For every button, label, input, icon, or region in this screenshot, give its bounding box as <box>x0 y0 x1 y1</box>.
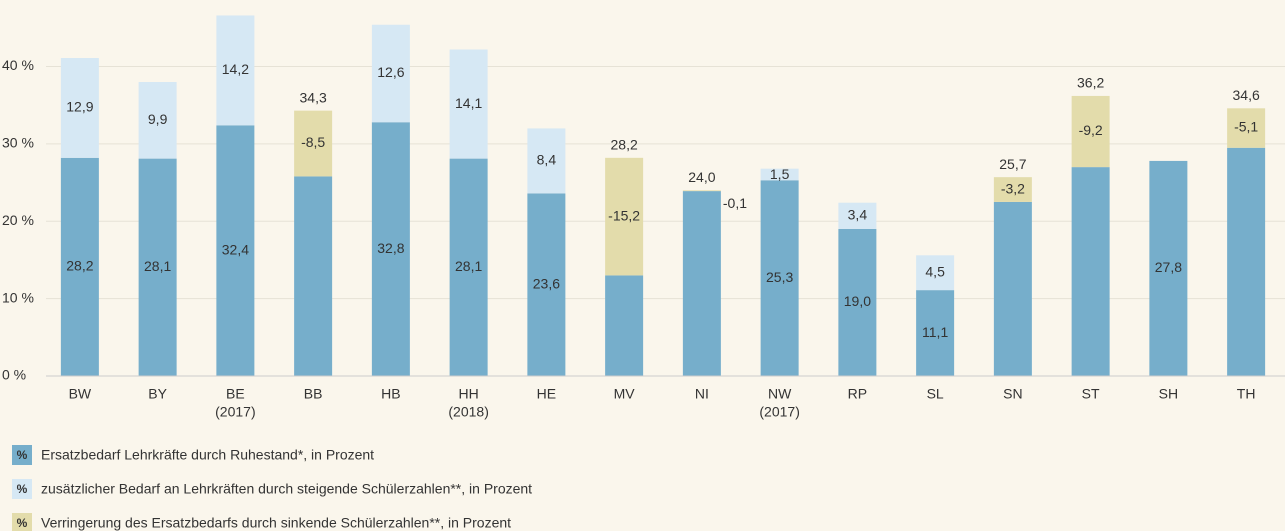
legend-symbol: % <box>17 448 28 462</box>
bar-segment <box>216 125 255 376</box>
bar-segment <box>60 58 99 158</box>
total-label: 25,7 <box>999 156 1026 172</box>
value-label: 32,8 <box>377 240 404 256</box>
bar-segment <box>1227 108 1266 148</box>
legend-swatch <box>12 513 32 531</box>
legend-label: Verringerung des Ersatzbedarfs durch sin… <box>41 515 511 531</box>
y-tick-label: 40 % <box>2 57 34 73</box>
value-label: 32,4 <box>222 241 249 257</box>
bar-segment <box>605 157 644 276</box>
value-label: -9,2 <box>1079 122 1103 138</box>
x-tick-note: (2017) <box>215 404 255 420</box>
y-tick-label: 30 % <box>2 135 34 151</box>
value-label: 23,6 <box>533 275 560 291</box>
x-tick-label: BE <box>226 386 245 402</box>
x-tick-label: NW <box>768 386 792 402</box>
bar-segment <box>371 24 410 123</box>
bar-segment <box>294 176 333 376</box>
value-label: 12,9 <box>66 99 93 115</box>
value-label: 1,5 <box>770 166 790 182</box>
x-tick-note: (2018) <box>448 404 488 420</box>
bar-segment <box>916 290 955 376</box>
value-label: 28,2 <box>66 258 93 274</box>
bar-segment <box>1071 95 1110 168</box>
total-label: 24,0 <box>688 169 715 185</box>
legend-symbol: % <box>17 516 28 530</box>
total-label: 34,6 <box>1233 87 1260 103</box>
total-label: 28,2 <box>611 137 638 153</box>
bar-segment <box>605 275 644 376</box>
legend-label: zusätzlicher Bedarf an Lehrkräften durch… <box>41 481 532 497</box>
bar-segment <box>449 158 488 376</box>
bar-segment <box>527 193 566 376</box>
x-tick-label: BY <box>148 386 167 402</box>
value-label: 19,0 <box>844 293 871 309</box>
bar-segment <box>527 128 566 194</box>
value-label: 3,4 <box>848 207 868 223</box>
total-label: 36,2 <box>1077 75 1104 91</box>
bar-segment <box>1149 160 1188 376</box>
value-label: 11,1 <box>922 324 948 340</box>
bar-segment <box>682 191 721 376</box>
bar-segment <box>138 158 177 376</box>
bar-segment <box>449 49 488 159</box>
legend-symbol: % <box>17 482 28 496</box>
x-tick-label: SH <box>1159 386 1178 402</box>
bar-segment <box>838 229 877 376</box>
value-label: -3,2 <box>1001 180 1025 196</box>
x-tick-label: ST <box>1082 386 1100 402</box>
x-tick-note: (2017) <box>759 404 799 420</box>
bar-segment <box>371 122 410 377</box>
bar-segment <box>993 177 1032 202</box>
x-tick-label: BW <box>69 386 92 402</box>
bar-segment <box>682 190 721 192</box>
legend-swatch <box>12 445 32 465</box>
x-tick-label: HB <box>381 386 400 402</box>
x-tick-label: MV <box>614 386 636 402</box>
bar-segment <box>838 202 877 230</box>
y-tick-label: 0 % <box>2 367 26 383</box>
bar-segment <box>1227 147 1266 376</box>
value-label: -5,1 <box>1234 119 1258 135</box>
value-label: 8,4 <box>537 152 557 168</box>
bar-segment <box>760 168 799 181</box>
bar-segment <box>138 82 177 159</box>
legend-label: Ersatzbedarf Lehrkräfte durch Ruhestand*… <box>41 447 374 463</box>
x-tick-label: NI <box>695 386 709 402</box>
x-tick-label: TH <box>1237 386 1256 402</box>
value-label: -0,1 <box>723 195 747 211</box>
value-label: 27,8 <box>1155 259 1182 275</box>
value-label: 14,1 <box>455 95 482 111</box>
bar-segment <box>993 201 1032 376</box>
value-label: 4,5 <box>925 263 945 279</box>
value-label: 28,1 <box>455 258 482 274</box>
value-label: 25,3 <box>766 269 793 285</box>
bar-segment <box>60 157 99 376</box>
y-tick-label: 10 % <box>2 289 34 305</box>
x-tick-label: SL <box>927 386 944 402</box>
bar-segment <box>216 15 255 126</box>
y-tick-label: 20 % <box>2 212 34 228</box>
value-label: 14,2 <box>222 61 249 77</box>
value-label: -8,5 <box>301 134 325 150</box>
x-tick-label: HH <box>459 386 479 402</box>
x-tick-label: BB <box>304 386 323 402</box>
value-label: 28,1 <box>144 258 171 274</box>
bar-segment <box>760 180 799 376</box>
value-label: 9,9 <box>148 111 168 127</box>
total-label: 34,3 <box>300 89 327 105</box>
legend-swatch <box>12 479 32 499</box>
value-label: -15,2 <box>608 207 640 223</box>
bar-segment <box>294 110 333 177</box>
value-label: 12,6 <box>377 64 404 80</box>
bar-segment <box>1071 167 1110 376</box>
bar-segment <box>916 255 955 291</box>
x-tick-label: HE <box>537 386 556 402</box>
x-tick-label: RP <box>848 386 867 402</box>
x-tick-label: SN <box>1003 386 1022 402</box>
